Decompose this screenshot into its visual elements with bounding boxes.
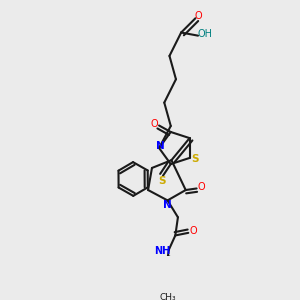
Text: N: N [163, 200, 172, 210]
Text: N: N [156, 141, 165, 151]
Text: OH: OH [197, 28, 212, 39]
Text: CH₃: CH₃ [159, 293, 176, 300]
Text: O: O [189, 226, 197, 236]
Text: S: S [158, 176, 166, 186]
Text: O: O [197, 182, 205, 192]
Text: O: O [151, 119, 158, 129]
Text: S: S [191, 154, 199, 164]
Text: O: O [195, 11, 202, 21]
Text: NH: NH [154, 246, 170, 256]
